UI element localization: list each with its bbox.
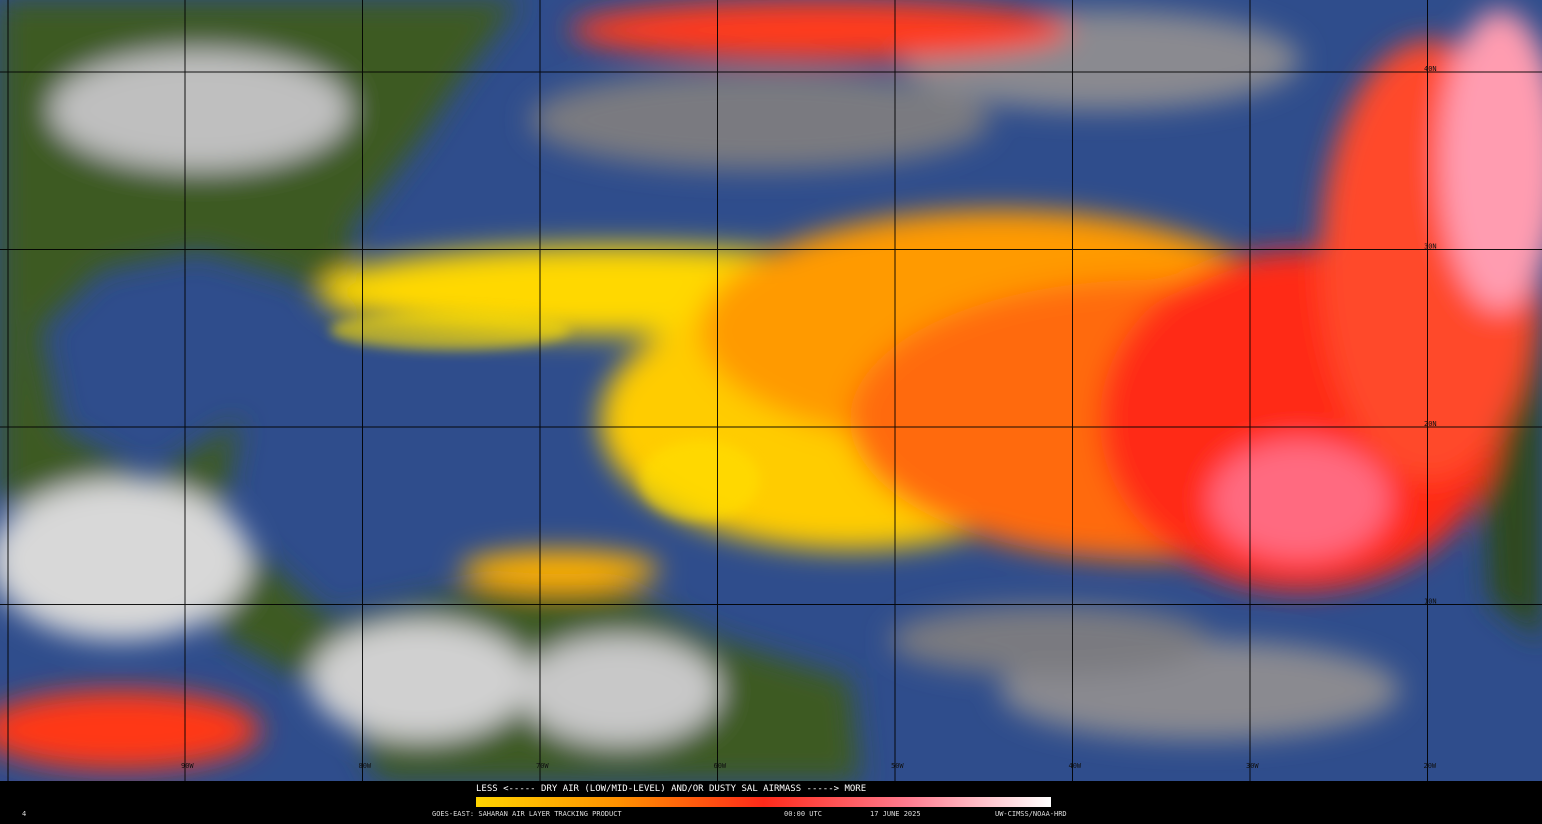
date: 17 JUNE 2025 [870, 810, 921, 818]
lon-label: 20W [1424, 762, 1437, 770]
lon-label: 90W [181, 762, 194, 770]
graticule [0, 0, 1542, 781]
corner-label: 4 [22, 810, 26, 818]
credit: UW-CIMSS/NOAA-HRD [995, 810, 1067, 818]
legend-text: LESS <----- DRY AIR (LOW/MID-LEVEL) AND/… [476, 784, 866, 794]
product-name: GOES-EAST: SAHARAN AIR LAYER TRACKING PR… [432, 810, 622, 818]
satellite-image [0, 0, 1542, 781]
lat-label: 10N [1424, 598, 1437, 606]
lon-label: 60W [714, 762, 727, 770]
color-bar [476, 797, 1051, 807]
lon-label: 50W [891, 762, 904, 770]
lat-label: 20N [1424, 420, 1437, 428]
lat-label: 30N [1424, 243, 1437, 251]
lat-label: 40N [1424, 65, 1437, 73]
lon-label: 80W [359, 762, 372, 770]
lon-label: 70W [536, 762, 549, 770]
time: 00:00 UTC [784, 810, 822, 818]
lon-label: 30W [1246, 762, 1259, 770]
lon-label: 40W [1069, 762, 1082, 770]
